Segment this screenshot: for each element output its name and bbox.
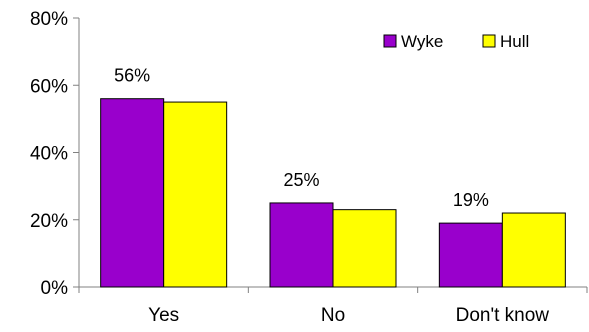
legend-label: Wyke <box>401 32 443 51</box>
y-tick-label: 20% <box>30 211 68 232</box>
legend-swatch-wyke <box>383 34 397 48</box>
bar-hull-1 <box>332 209 397 288</box>
x-axis-labels: Yes No Don't know <box>78 287 588 326</box>
y-tick-label: 40% <box>30 144 68 165</box>
bar-hull-2 <box>501 212 566 288</box>
bar-hull-0 <box>163 101 228 288</box>
y-tick-label: 80% <box>30 9 68 30</box>
bar-wyke-2 <box>438 222 503 288</box>
data-label: 56% <box>114 66 150 86</box>
x-category-label: No <box>321 305 345 326</box>
legend: Wyke Hull <box>383 32 529 51</box>
legend-label: Hull <box>500 32 529 51</box>
bar-wyke-1 <box>269 202 334 288</box>
data-label: 19% <box>453 190 489 210</box>
y-axis-ticks: 0% 20% 40% 60% 80% <box>30 9 79 299</box>
x-category-label: Yes <box>148 305 179 326</box>
bars <box>100 98 566 288</box>
bar-wyke-0 <box>100 98 165 288</box>
y-tick-label: 0% <box>41 278 69 299</box>
y-tick-label: 60% <box>30 76 68 97</box>
x-category-label: Don't know <box>456 305 550 326</box>
legend-swatch-hull <box>482 34 496 48</box>
data-label: 25% <box>283 170 319 190</box>
data-labels: 56% 25% 19% <box>114 66 489 210</box>
